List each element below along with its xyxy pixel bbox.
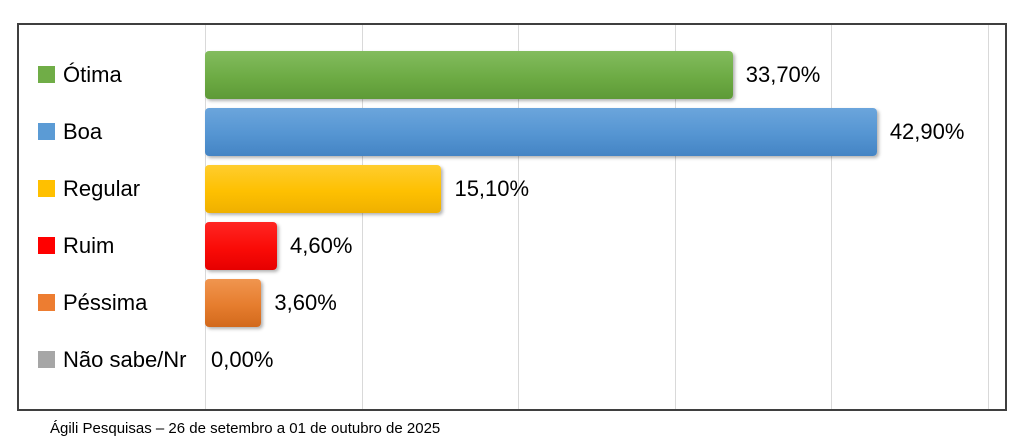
legend-swatch-icon bbox=[38, 123, 55, 140]
chart-frame: Ótima 33,70% Boa 42,90% bbox=[17, 23, 1007, 411]
bar-track: 3,60% bbox=[205, 274, 988, 331]
gridline-40pct bbox=[831, 25, 832, 409]
value-label: 42,90% bbox=[889, 118, 965, 144]
category-label-group: Regular bbox=[19, 175, 205, 201]
chart-row-boa: Boa 42,90% bbox=[19, 103, 1005, 160]
category-label: Não sabe/Nr bbox=[63, 346, 187, 372]
category-label-group: Péssima bbox=[19, 289, 205, 315]
gridline-0pct bbox=[205, 25, 206, 409]
legend-swatch-icon bbox=[38, 180, 55, 197]
value-label: 33,70% bbox=[745, 61, 821, 87]
source-note: Ágili Pesquisas – 26 de setembro a 01 de… bbox=[50, 420, 441, 437]
category-label: Ótima bbox=[63, 61, 122, 87]
bar-track: 42,90% bbox=[205, 103, 988, 160]
bar-track: 33,70% bbox=[205, 46, 988, 103]
value-label: 0,00% bbox=[211, 346, 274, 372]
category-label-group: Não sabe/Nr bbox=[19, 346, 205, 372]
category-label: Regular bbox=[63, 175, 141, 201]
value-label: 15,10% bbox=[454, 175, 530, 201]
gridline-30pct bbox=[675, 25, 676, 409]
gridline-10pct bbox=[362, 25, 363, 409]
category-label: Péssima bbox=[63, 289, 148, 315]
value-label: 4,60% bbox=[290, 232, 353, 258]
legend-swatch-icon bbox=[38, 351, 55, 368]
legend-swatch-icon bbox=[38, 66, 55, 83]
value-label: 3,60% bbox=[274, 289, 337, 315]
bar bbox=[205, 164, 442, 213]
bar bbox=[205, 50, 733, 99]
category-label-group: Ruim bbox=[19, 232, 205, 258]
bar-track: 15,10% bbox=[205, 160, 988, 217]
chart-row-ruim: Ruim 4,60% bbox=[19, 217, 1005, 274]
category-label-group: Ótima bbox=[19, 61, 205, 87]
chart-rows: Ótima 33,70% Boa 42,90% bbox=[19, 46, 1005, 388]
chart-row-regular: Regular 15,10% bbox=[19, 160, 1005, 217]
category-label-group: Boa bbox=[19, 118, 205, 144]
bar bbox=[205, 107, 877, 156]
chart-row-otima: Ótima 33,70% bbox=[19, 46, 1005, 103]
bar bbox=[205, 278, 262, 327]
legend-swatch-icon bbox=[38, 294, 55, 311]
chart-row-pessima: Péssima 3,60% bbox=[19, 274, 1005, 331]
gridline-50pct bbox=[988, 25, 989, 409]
category-label: Boa bbox=[63, 118, 103, 144]
legend-swatch-icon bbox=[38, 237, 55, 254]
category-label: Ruim bbox=[63, 232, 115, 258]
bar bbox=[205, 221, 278, 270]
bar-track: 0,00% bbox=[205, 331, 988, 388]
gridline-20pct bbox=[518, 25, 519, 409]
chart-row-nao-sabe: Não sabe/Nr 0,00% bbox=[19, 331, 1005, 388]
bar-track: 4,60% bbox=[205, 217, 988, 274]
